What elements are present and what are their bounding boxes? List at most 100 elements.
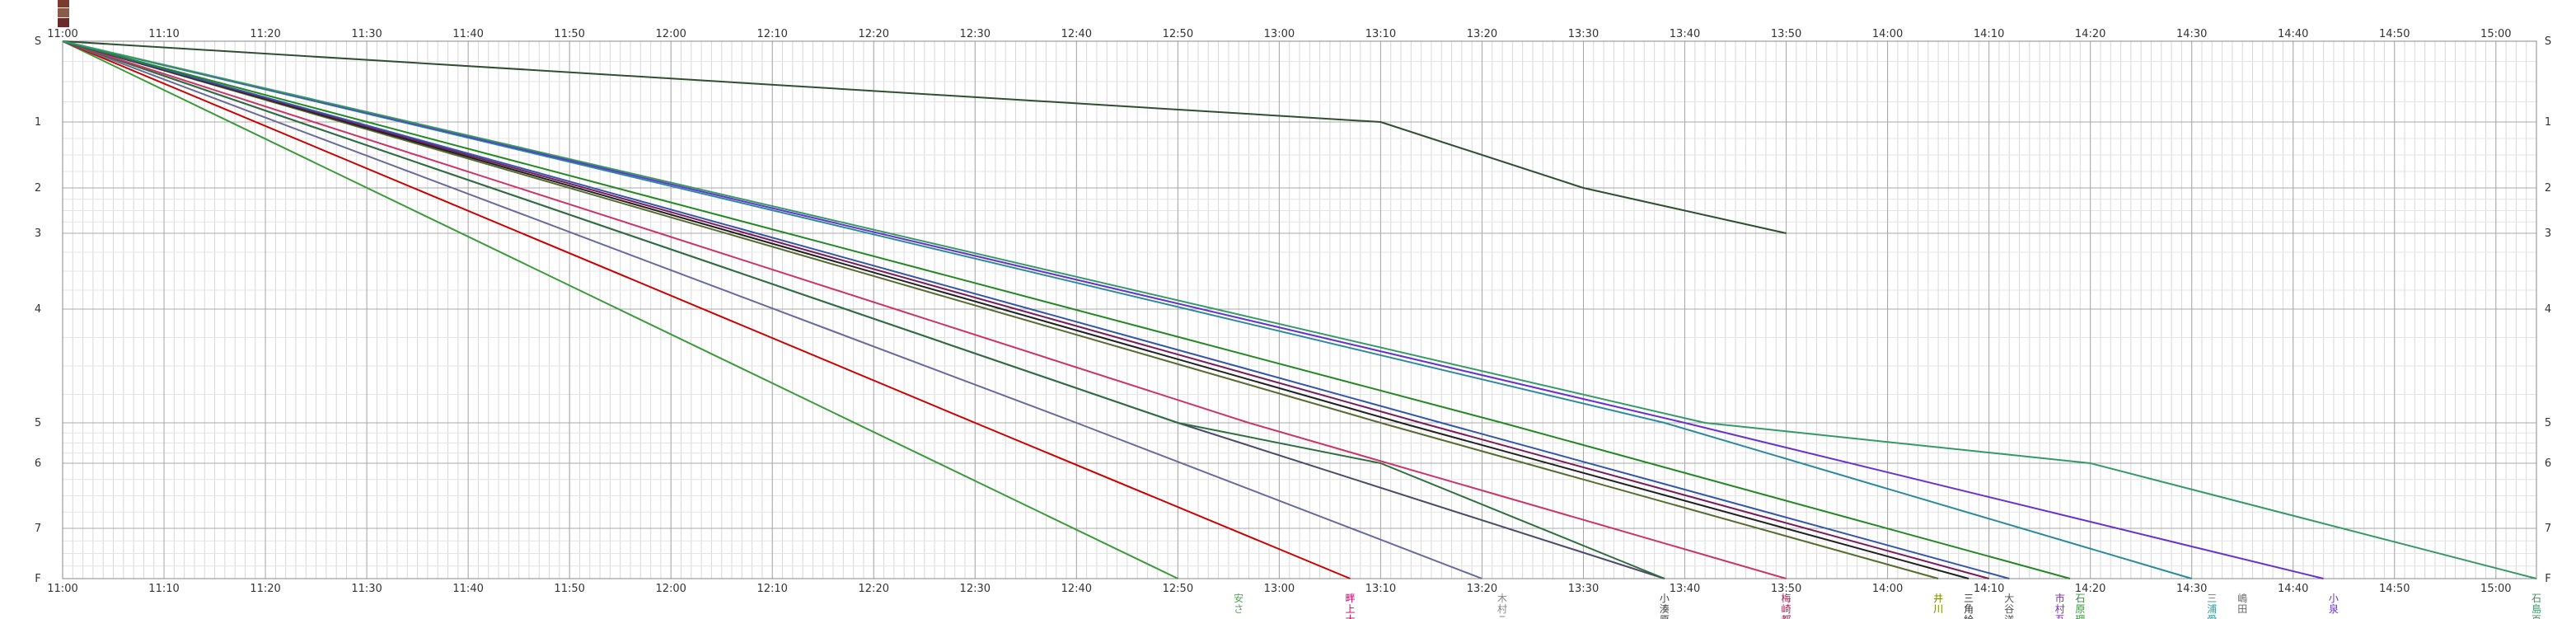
series-line-1 <box>62 40 1787 234</box>
x-tick-label-top: 11:20 <box>250 28 280 40</box>
x-tick-label-bottom: 11:30 <box>351 583 382 595</box>
finish-label-14: 島 <box>2532 603 2541 615</box>
x-tick-label-bottom: 12:50 <box>1163 583 1193 595</box>
x-tick-label-top: 13:50 <box>1771 28 1801 40</box>
finish-label-8: 大 <box>2004 593 2014 604</box>
x-tick-label-bottom: 11:20 <box>250 583 280 595</box>
start-marker-block <box>58 8 69 17</box>
finish-label-10: 理 <box>2075 614 2085 619</box>
x-tick-label-bottom: 14:40 <box>2278 583 2308 595</box>
finish-label-9: 市 <box>2055 592 2065 604</box>
x-tick-label-top: 12:20 <box>859 28 889 40</box>
finish-label-1: さ <box>1234 603 1244 615</box>
finish-label-6: 川 <box>1933 603 1943 615</box>
x-tick-label-top: 14:40 <box>2278 28 2308 40</box>
start-marker-block <box>58 18 69 27</box>
x-tick-label-bottom: 14:20 <box>2075 583 2105 595</box>
series-line-8 <box>62 40 1939 579</box>
finish-label-2: 畔 <box>1346 593 1356 604</box>
series-line-12 <box>62 40 2071 579</box>
y-tick-label-left: 4 <box>35 303 41 316</box>
y-tick-label-left: 5 <box>35 417 41 429</box>
start-marker-block <box>58 0 69 7</box>
x-tick-label-bottom: 15:00 <box>2480 583 2511 595</box>
finish-label-11: 三 <box>2207 593 2217 604</box>
finish-label-13: 小 <box>2329 593 2339 604</box>
series-line-9 <box>62 40 1969 579</box>
y-tick-label-right: 3 <box>2545 227 2551 240</box>
x-tick-label-top: 15:00 <box>2480 28 2511 40</box>
x-tick-label-top: 11:30 <box>351 28 382 40</box>
y-tick-label-left: 1 <box>35 116 41 129</box>
y-tick-label-left: S <box>35 35 41 48</box>
finish-label-10: 石 <box>2075 593 2085 604</box>
finish-label-1: 安 <box>1234 592 1244 604</box>
tick-labels: 11:00 11:00 11:10 11:10 11:20 11:20 11:30 11:30… <box>35 28 2551 595</box>
finish-label-5: 崎 <box>1782 603 1791 615</box>
major-grid <box>62 40 2537 579</box>
series-line-15 <box>62 40 2537 579</box>
series-line-13 <box>62 40 2192 579</box>
finish-label-4: 原 <box>1660 614 1670 619</box>
y-tick-label-left: 7 <box>35 523 41 535</box>
x-tick-label-bottom: 12:00 <box>655 583 686 595</box>
series-line-2 <box>62 40 1178 579</box>
x-tick-label-bottom: 13:20 <box>1467 583 1497 595</box>
x-tick-label-top: 13:00 <box>1264 28 1295 40</box>
finish-label-12: 田 <box>2237 603 2247 615</box>
finish-label-2: 上 <box>1346 603 1356 615</box>
finish-label-4: 湊 <box>1660 603 1670 615</box>
y-tick-label-right: 2 <box>2545 182 2551 195</box>
x-tick-label-top: 14:00 <box>1872 28 1903 40</box>
finish-label-7: 角 <box>1964 603 1974 615</box>
finish-label-7: 絵 <box>1964 613 1974 619</box>
x-tick-label-bottom: 14:50 <box>2379 583 2410 595</box>
y-tick-label-right: 5 <box>2545 417 2551 429</box>
finish-label-3: 村 <box>1497 603 1507 615</box>
finish-label-12: 嶋 <box>2237 593 2247 604</box>
plot-frame <box>62 40 2537 579</box>
y-tick-label-right: 6 <box>2545 457 2551 470</box>
x-tick-label-top: 11:40 <box>452 28 483 40</box>
y-tick-label-left: 6 <box>35 457 41 470</box>
y-tick-label-right: F <box>2545 573 2550 585</box>
series-line-10 <box>62 40 1989 579</box>
finish-label-4: 小 <box>1660 593 1670 604</box>
finish-label-5: 梅 <box>1782 592 1791 604</box>
x-tick-label-bottom: 14:30 <box>2176 583 2207 595</box>
x-tick-label-top: 12:40 <box>1061 28 1092 40</box>
x-tick-label-top: 12:00 <box>655 28 686 40</box>
x-tick-label-bottom: 14:00 <box>1872 583 1903 595</box>
x-tick-label-top: 13:20 <box>1467 28 1497 40</box>
finish-label-2: 大 <box>1346 614 1356 619</box>
x-tick-label-bottom: 12:30 <box>960 583 991 595</box>
x-tick-label-top: 13:30 <box>1568 28 1599 40</box>
x-tick-label-top: 11:10 <box>148 28 179 40</box>
start-marker <box>58 0 69 27</box>
x-tick-label-bottom: 11:40 <box>452 583 483 595</box>
series-line-6 <box>62 40 1665 579</box>
x-tick-label-bottom: 11:00 <box>47 583 77 595</box>
x-tick-label-top: 14:10 <box>1974 28 2004 40</box>
x-tick-label-top: 13:40 <box>1670 28 1700 40</box>
finish-label-3: 木 <box>1497 593 1507 604</box>
x-tick-label-top: 11:00 <box>47 28 77 40</box>
x-tick-label-bottom: 13:50 <box>1771 583 1801 595</box>
y-tick-label-right: S <box>2545 35 2551 48</box>
y-tick-label-right: 7 <box>2545 523 2551 535</box>
finish-label-14: 石 <box>2532 593 2541 604</box>
x-tick-label-bottom: 12:40 <box>1061 583 1092 595</box>
y-tick-label-left: 3 <box>35 227 41 240</box>
finish-label-9: 村 <box>2055 603 2065 615</box>
x-tick-label-top: 12:50 <box>1163 28 1193 40</box>
x-tick-label-bottom: 13:40 <box>1670 583 1700 595</box>
x-tick-label-top: 11:50 <box>554 28 584 40</box>
series-lines <box>62 40 2537 579</box>
x-tick-label-top: 12:30 <box>960 28 991 40</box>
x-tick-label-bottom: 11:10 <box>148 583 179 595</box>
series-line-14 <box>62 40 2324 579</box>
x-tick-label-top: 13:10 <box>1365 28 1396 40</box>
finish-label-5: 都 <box>1782 614 1791 619</box>
